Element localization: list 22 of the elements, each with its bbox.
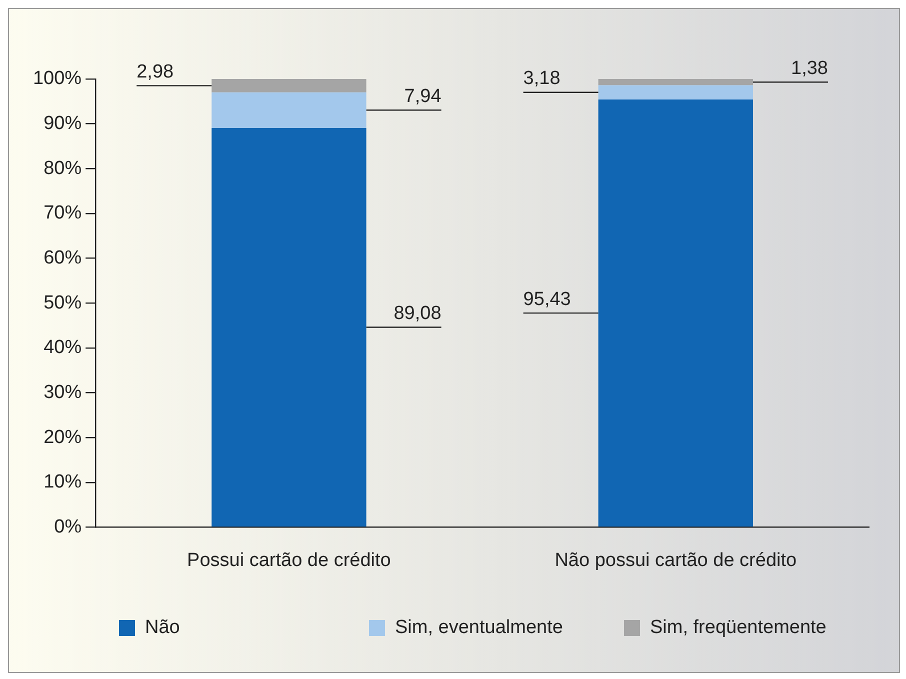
data-label: 7,94 — [404, 86, 442, 107]
y-tick-label: 40% — [44, 337, 82, 358]
y-tick-label: 20% — [44, 426, 82, 448]
y-tick-label: 100% — [32, 68, 82, 90]
x-tick-label: Não possui cartão de crédito — [554, 550, 797, 571]
x-tick-label: Possui cartão de crédito — [187, 550, 391, 571]
data-label: 2,98 — [136, 61, 174, 82]
y-tick-label: 0% — [54, 516, 82, 538]
y-tick-label: 90% — [44, 113, 82, 134]
data-label: 95,43 — [523, 288, 571, 310]
y-tick-label: 70% — [44, 202, 82, 224]
y-tick-label: 60% — [44, 248, 82, 269]
y-tick-label: 30% — [44, 382, 82, 403]
data-label: 1,38 — [791, 58, 828, 79]
data-label: 89,08 — [394, 303, 442, 324]
legend-label: Sim, eventualmente — [395, 617, 563, 639]
legend-label: Sim, freqüentemente — [650, 617, 826, 639]
y-tick-label: 80% — [44, 158, 82, 179]
data-label: 3,18 — [523, 68, 560, 90]
legend-label: Não — [145, 617, 180, 639]
y-tick-label: 50% — [44, 292, 82, 314]
y-tick-label: 10% — [44, 472, 82, 493]
